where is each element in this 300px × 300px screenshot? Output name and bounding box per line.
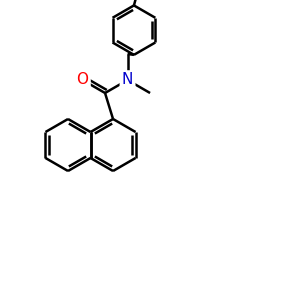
Text: O: O bbox=[76, 73, 88, 88]
Text: N: N bbox=[122, 73, 133, 88]
